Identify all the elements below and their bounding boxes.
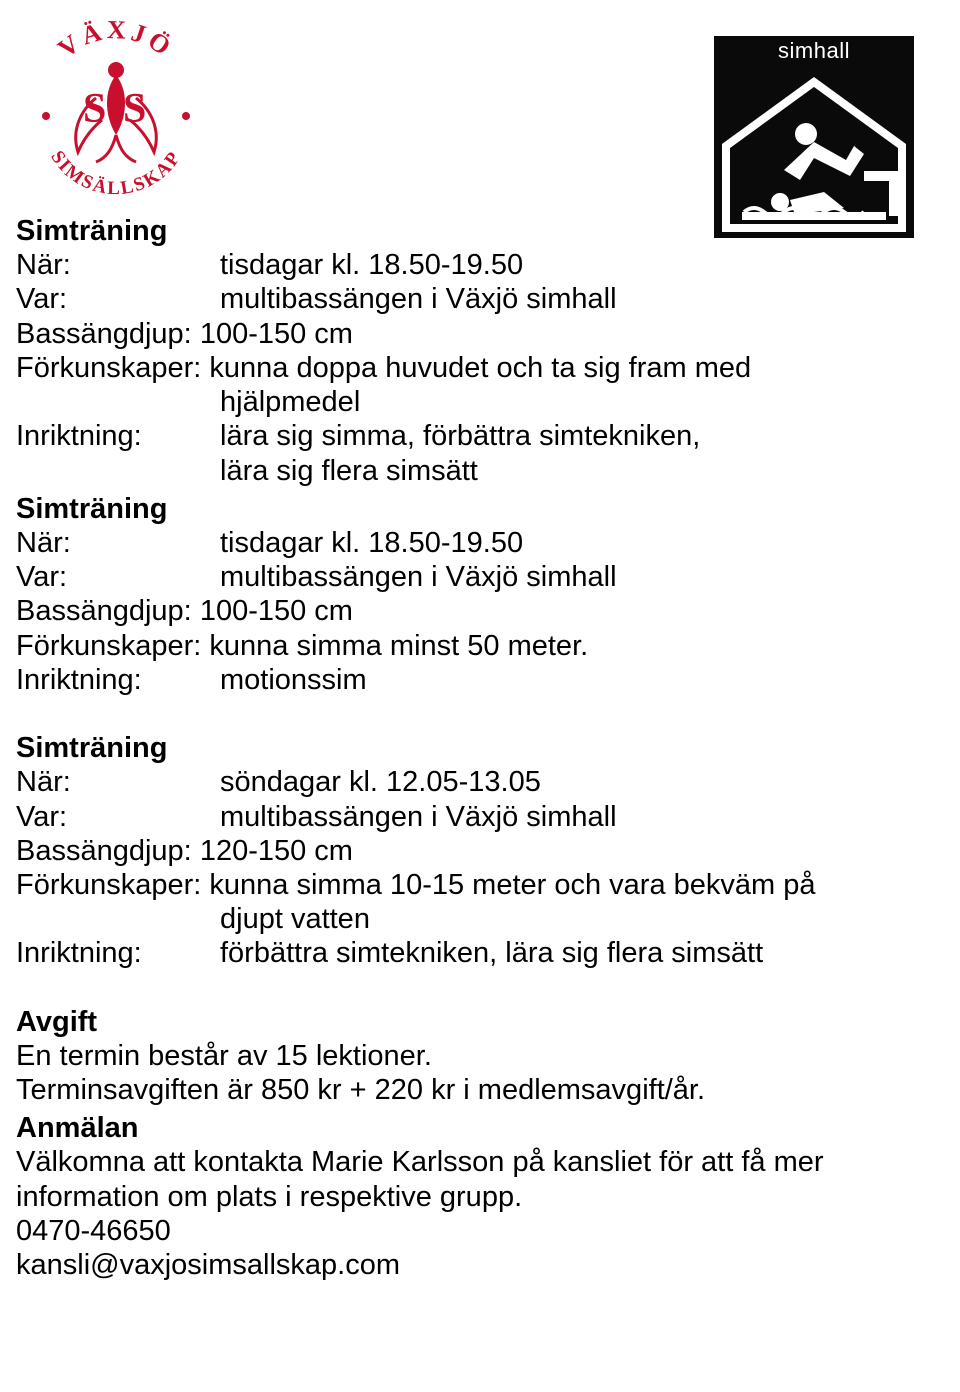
row-where: Var: multibassängen i Växjö simhall xyxy=(16,560,940,594)
logo-left-letter: S xyxy=(83,86,106,132)
value-when: tisdagar kl. 18.50-19.50 xyxy=(220,526,940,560)
row-prereq: Förkunskaper: kunna doppa huvudet och ta… xyxy=(16,351,940,385)
logo-right-letter: S xyxy=(123,86,146,132)
fee-line: Terminsavgiften är 850 kr + 220 kr i med… xyxy=(16,1073,940,1107)
value-focus: förbättra simtekniken, lära sig flera si… xyxy=(220,936,940,970)
value-depth: 100-150 cm xyxy=(200,318,353,350)
value-when: söndagar kl. 12.05-13.05 xyxy=(220,765,940,799)
label-prereq: Förkunskaper: xyxy=(16,869,201,901)
signup-line: information om plats i respektive grupp. xyxy=(16,1180,940,1214)
value-focus: motionssim xyxy=(220,663,940,697)
club-logo-svg: VÄXJÖ SIMSÄLLSKAP S S xyxy=(26,20,206,210)
value-where: multibassängen i Växjö simhall xyxy=(220,800,940,834)
value-depth: 100-150 cm xyxy=(200,595,353,627)
row-depth: Bassängdjup: 100-150 cm xyxy=(16,317,940,351)
row-focus: Inriktning: lära sig simma, förbättra si… xyxy=(16,419,940,453)
swimming-hall-icon xyxy=(714,68,914,238)
signup-line: Välkomna att kontakta Marie Karlsson på … xyxy=(16,1145,940,1179)
svg-text:VÄXJÖ: VÄXJÖ xyxy=(53,20,180,63)
label-where: Var: xyxy=(16,560,220,594)
row-when: När: tisdagar kl. 18.50-19.50 xyxy=(16,526,940,560)
row-depth: Bassängdjup: 120-150 cm xyxy=(16,834,940,868)
label-when: När: xyxy=(16,526,220,560)
svg-text:SIMSÄLLSKAP: SIMSÄLLSKAP xyxy=(46,147,185,199)
value-focus: lära sig simma, förbättra simtekniken, xyxy=(220,419,940,453)
row-depth: Bassängdjup: 100-150 cm xyxy=(16,594,940,628)
fee-title: Avgift xyxy=(16,1005,940,1039)
value-where: multibassängen i Växjö simhall xyxy=(220,560,940,594)
simhall-label: simhall xyxy=(714,36,914,68)
row-when: När: söndagar kl. 12.05-13.05 xyxy=(16,765,940,799)
label-depth: Bassängdjup: xyxy=(16,835,192,867)
section-title: Simträning xyxy=(16,731,940,765)
row-prereq: Förkunskaper: kunna simma 10-15 meter oc… xyxy=(16,868,940,902)
value-prereq: kunna simma 10-15 meter och vara bekväm … xyxy=(209,869,815,901)
label-where: Var: xyxy=(16,800,220,834)
row-where: Var: multibassängen i Växjö simhall xyxy=(16,800,940,834)
header: VÄXJÖ SIMSÄLLSKAP S S xyxy=(16,20,940,210)
row-prereq: Förkunskaper: kunna simma minst 50 meter… xyxy=(16,629,940,663)
label-where: Var: xyxy=(16,282,220,316)
label-focus: Inriktning: xyxy=(16,663,220,697)
logo-bottom-text: SIMSÄLLSKAP xyxy=(46,147,185,199)
logo-top-text: VÄXJÖ xyxy=(53,20,180,63)
signup-title: Anmälan xyxy=(16,1111,940,1145)
value-prereq-cont: djupt vatten xyxy=(220,902,940,936)
section-title: Simträning xyxy=(16,492,940,526)
signup-email: kansli@vaxjosimsallskap.com xyxy=(16,1248,940,1282)
label-depth: Bassängdjup: xyxy=(16,595,192,627)
value-focus-cont: lära sig flera simsätt xyxy=(220,454,940,488)
signup-phone: 0470-46650 xyxy=(16,1214,940,1248)
row-focus: Inriktning: förbättra simtekniken, lära … xyxy=(16,936,940,970)
value-prereq: kunna simma minst 50 meter. xyxy=(209,630,588,662)
label-prereq: Förkunskaper: xyxy=(16,352,201,384)
label-depth: Bassängdjup: xyxy=(16,318,192,350)
row-where: Var: multibassängen i Växjö simhall xyxy=(16,282,940,316)
label-prereq: Förkunskaper: xyxy=(16,630,201,662)
value-when: tisdagar kl. 18.50-19.50 xyxy=(220,248,940,282)
value-prereq: kunna doppa huvudet och ta sig fram med xyxy=(209,352,751,384)
value-where: multibassängen i Växjö simhall xyxy=(220,282,940,316)
value-prereq-cont: hjälpmedel xyxy=(220,385,940,419)
club-logo: VÄXJÖ SIMSÄLLSKAP S S xyxy=(26,20,206,210)
content: Simträning När: tisdagar kl. 18.50-19.50… xyxy=(16,214,940,1282)
label-when: När: xyxy=(16,765,220,799)
label-when: När: xyxy=(16,248,220,282)
fee-line: En termin består av 15 lektioner. xyxy=(16,1039,940,1073)
label-focus: Inriktning: xyxy=(16,936,220,970)
simhall-badge: simhall xyxy=(714,36,914,238)
label-focus: Inriktning: xyxy=(16,419,220,453)
row-focus: Inriktning: motionssim xyxy=(16,663,940,697)
value-depth: 120-150 cm xyxy=(200,835,353,867)
page: VÄXJÖ SIMSÄLLSKAP S S xyxy=(0,0,960,1392)
row-when: När: tisdagar kl. 18.50-19.50 xyxy=(16,248,940,282)
